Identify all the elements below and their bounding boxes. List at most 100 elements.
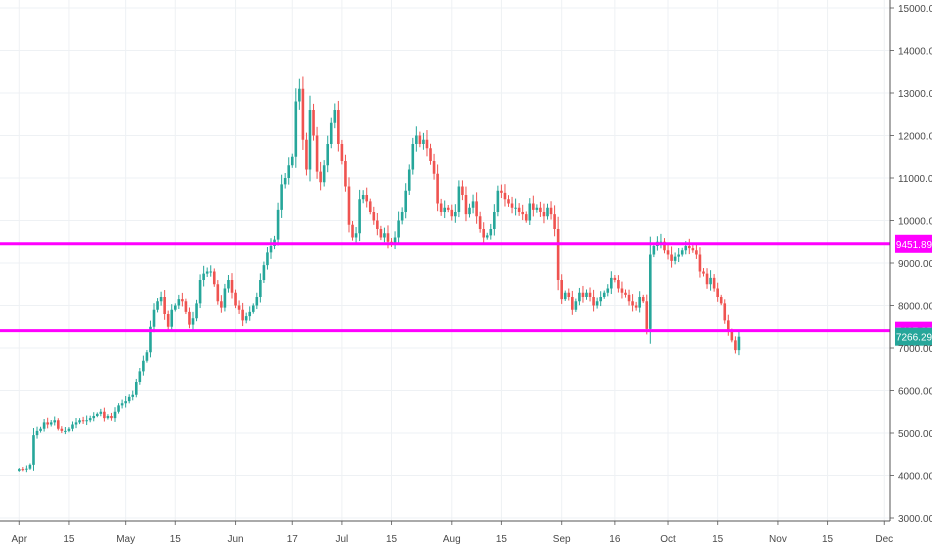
candle-up <box>173 305 177 310</box>
candle-down <box>56 420 60 429</box>
candle-down <box>705 273 709 285</box>
candle-down <box>188 311 191 325</box>
candle-up <box>262 265 266 280</box>
candle-down <box>503 192 507 200</box>
candle-up <box>195 303 198 319</box>
candle-down <box>524 214 528 221</box>
x-tick-label: Sep <box>553 534 571 545</box>
candle-up <box>294 101 298 157</box>
candle-up <box>471 201 475 208</box>
candle-up <box>269 246 273 253</box>
candle-up <box>602 292 606 297</box>
candle-up <box>546 207 549 217</box>
candle-down <box>560 280 563 300</box>
x-tick-label: 15 <box>496 534 508 545</box>
candle-down <box>698 254 702 272</box>
x-tick-label: May <box>116 534 135 545</box>
candle-down <box>702 271 705 274</box>
candle-up <box>485 235 489 238</box>
candle-up <box>287 165 291 178</box>
candle-up <box>120 403 124 406</box>
candle-down <box>312 110 315 136</box>
candle-down <box>592 297 595 306</box>
candle-up <box>25 468 28 470</box>
candle-up <box>290 156 294 166</box>
candle-down <box>220 301 223 308</box>
y-tick-label: 7000.00 <box>898 344 932 355</box>
candle-up <box>393 237 397 244</box>
candle-up <box>585 292 588 297</box>
candle-up <box>95 413 99 416</box>
candle-up <box>149 326 152 353</box>
candle-up <box>411 144 415 170</box>
candle-up <box>145 352 149 361</box>
x-tick-label: Jul <box>335 534 348 545</box>
candle-down <box>305 139 308 170</box>
candle-up <box>649 254 652 329</box>
grid-layer <box>0 0 890 521</box>
candle-down <box>386 233 390 242</box>
candle-up <box>528 203 532 221</box>
candle-down <box>436 173 439 204</box>
y-tick-label: 3000.00 <box>898 514 932 525</box>
candle-up <box>67 428 71 431</box>
candle-down <box>734 340 737 351</box>
candle-down <box>730 331 734 341</box>
candle-up <box>308 110 312 170</box>
candle-down <box>613 277 617 280</box>
candle-up <box>535 207 539 210</box>
candle-down <box>337 110 340 144</box>
candle-down <box>500 190 503 193</box>
candle-down <box>666 250 670 255</box>
candle-up <box>74 422 78 425</box>
candle-up <box>28 464 32 469</box>
y-tick-label: 8000.00 <box>898 302 932 313</box>
horizontal-line-layer: 9451.897407.857266.29 <box>0 234 932 346</box>
candle-up <box>39 428 42 431</box>
candle-up <box>489 229 493 236</box>
candle-down <box>571 297 574 310</box>
y-tick-label: 14000.00 <box>898 47 932 58</box>
candle-up <box>177 299 181 306</box>
x-tick-label: Oct <box>660 534 676 545</box>
candle-down <box>81 420 85 422</box>
candle-down <box>549 207 553 215</box>
candle-up <box>457 186 461 212</box>
candle-up <box>574 301 578 310</box>
candle-up <box>322 165 326 183</box>
candle-down <box>670 254 673 261</box>
candle-down <box>351 224 354 238</box>
x-tick-label: 15 <box>822 534 834 545</box>
candle-down <box>634 305 638 308</box>
candle-up <box>244 316 248 321</box>
candle-up <box>397 220 400 238</box>
candle-down <box>365 195 369 202</box>
candle-down <box>620 288 624 293</box>
candle-up <box>71 424 74 429</box>
candle-up <box>156 301 159 310</box>
candle-up <box>159 297 163 302</box>
candle-up <box>127 396 131 402</box>
candle-up <box>18 469 21 471</box>
candle-down <box>588 292 592 297</box>
candle-down <box>110 416 113 419</box>
candle-down <box>475 201 478 217</box>
candle-down <box>340 144 344 161</box>
candle-down <box>372 212 376 221</box>
candle-down <box>212 271 216 285</box>
candle-down <box>446 207 450 210</box>
candle-down <box>216 284 220 302</box>
candle-up <box>358 199 361 234</box>
candle-down <box>368 201 372 212</box>
price-label-box <box>895 234 932 253</box>
candle-down <box>376 220 379 229</box>
candle-up <box>248 311 252 317</box>
candle-up <box>134 382 138 395</box>
candle-up <box>223 288 227 308</box>
x-tick-label: 15 <box>386 534 398 545</box>
candle-up <box>124 401 127 404</box>
candle-up <box>99 411 103 414</box>
candle-up <box>737 336 741 351</box>
